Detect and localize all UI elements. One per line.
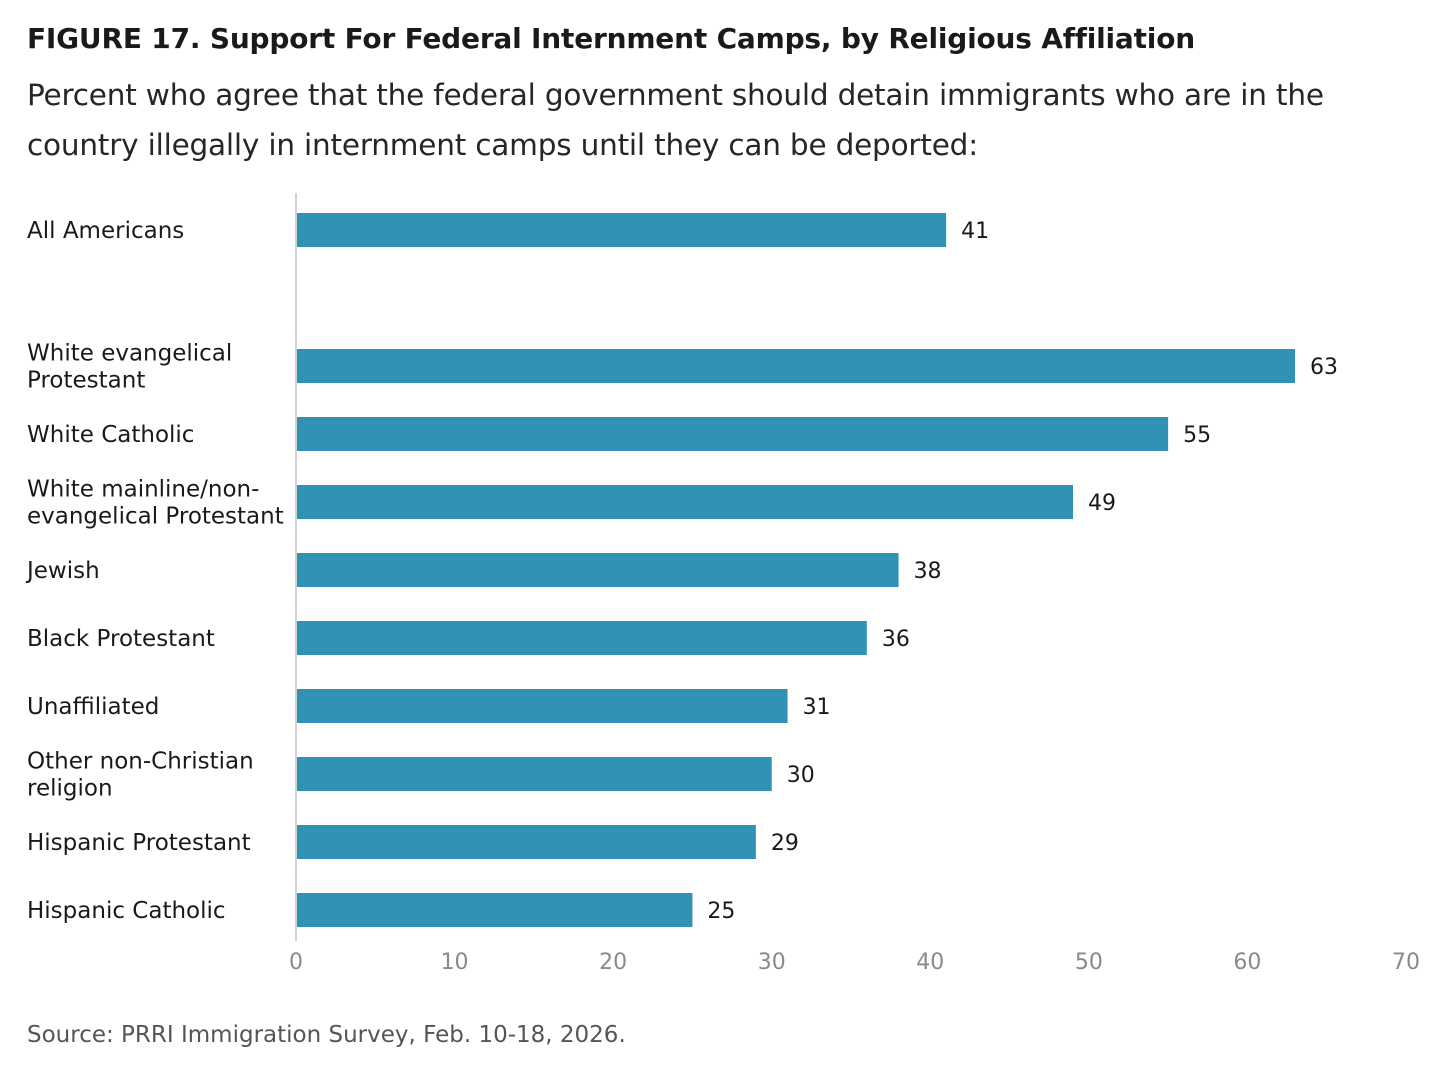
category-label: Other non-Christian religion: [27, 749, 254, 802]
bar: [297, 213, 947, 247]
bars-group: [297, 213, 1295, 927]
category-label: Hispanic Protestant: [27, 830, 251, 856]
chart-subtitle: Percent who agree that the federal gover…: [27, 78, 1324, 162]
x-tick-label: 70: [1392, 950, 1420, 975]
bar-value-label: 38: [914, 559, 942, 584]
x-tick-label: 60: [1233, 950, 1261, 975]
category-label: White Catholic: [27, 422, 194, 448]
bar: [297, 893, 693, 927]
bar-value-label: 25: [707, 899, 735, 924]
category-label: Hispanic Catholic: [27, 898, 226, 924]
bar-value-label: 49: [1088, 491, 1116, 516]
bar: [297, 757, 772, 791]
bar: [297, 553, 899, 587]
x-tick-label: 10: [441, 950, 469, 975]
bar: [297, 417, 1169, 451]
bar: [297, 485, 1073, 519]
bar: [297, 621, 867, 655]
bar: [297, 825, 756, 859]
bar-value-label: 36: [882, 627, 910, 652]
category-label: All Americans: [27, 218, 184, 244]
bar-value-label: 41: [961, 219, 989, 244]
category-label: Black Protestant: [27, 626, 215, 652]
x-tick-label: 50: [1075, 950, 1103, 975]
bar-value-label: 29: [771, 831, 799, 856]
bar-value-label: 31: [803, 695, 831, 720]
x-tick-label: 20: [599, 950, 627, 975]
category-label: Unaffiliated: [27, 694, 159, 720]
bar-value-label: 30: [787, 763, 815, 788]
x-tick-label: 0: [289, 950, 303, 975]
category-label: White mainline/non-evangelical Protestan…: [27, 477, 284, 530]
bar-chart: 41 63 55 49 38 36 31 30 29 25 All Americans White …: [25, 193, 1420, 975]
x-axis-ticks-group: 0 10 20 30 40 50 60 70: [289, 950, 1420, 975]
x-tick-label: 40: [916, 950, 944, 975]
x-tick-label: 30: [758, 950, 786, 975]
value-labels-group: 41 63 55 49 38 36 31 30 29 25: [707, 219, 1338, 924]
category-label: Jewish: [25, 558, 100, 584]
category-label: White evangelical Protestant: [27, 341, 232, 394]
bar-value-label: 63: [1310, 355, 1338, 380]
bar: [297, 349, 1295, 383]
bar: [297, 689, 788, 723]
figure-title: FIGURE 17. Support For Federal Internmen…: [27, 22, 1195, 55]
source-note: Source: PRRI Immigration Survey, Feb. 10…: [27, 1022, 626, 1048]
category-labels-group: All Americans White evangelical Protestant…: [25, 218, 284, 924]
bar-value-label: 55: [1183, 423, 1211, 448]
